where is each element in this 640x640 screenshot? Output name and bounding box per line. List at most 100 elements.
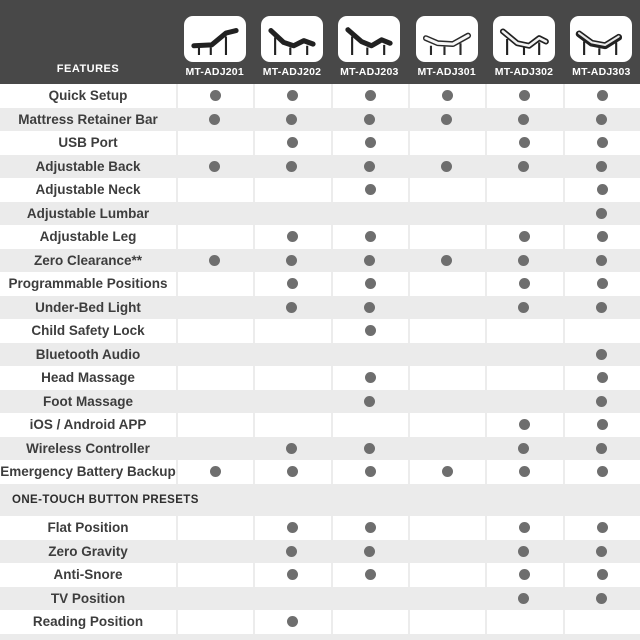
included-dot-icon — [596, 419, 608, 431]
included-dot-icon — [518, 254, 530, 266]
included-dot-icon — [209, 160, 221, 172]
included-dot-icon — [287, 466, 299, 478]
model-name: MT-ADJ203 — [340, 66, 399, 78]
table-row: Anti-Snore — [0, 563, 640, 587]
feature-included-cell — [253, 249, 330, 273]
feature-included-cell — [562, 563, 640, 587]
table-row: Under-Bed Light — [0, 295, 640, 320]
included-dot-icon — [286, 301, 298, 313]
feature-included-cell — [485, 108, 562, 132]
feature-empty-cell — [408, 516, 485, 540]
feature-included-cell — [331, 155, 408, 179]
feature-label: Emergency Battery Backup — [0, 464, 176, 480]
included-dot-icon — [286, 442, 298, 454]
included-dot-icon — [441, 160, 453, 172]
included-dot-icon — [363, 160, 375, 172]
feature-label: Bluetooth Audio — [35, 346, 141, 362]
included-dot-icon — [286, 545, 298, 557]
feature-empty-cell — [485, 178, 562, 202]
feature-empty-cell — [176, 390, 253, 414]
feature-empty-cell — [562, 610, 640, 634]
included-dot-icon — [596, 372, 608, 384]
feature-included-cell — [176, 460, 253, 484]
feature-empty-cell — [408, 587, 485, 611]
feature-included-cell — [330, 516, 408, 540]
feature-label: Reading Position — [32, 614, 144, 630]
feature-included-cell — [331, 390, 408, 414]
included-dot-icon — [596, 231, 608, 243]
feature-empty-cell — [408, 437, 485, 461]
feature-included-cell — [331, 108, 408, 132]
table-row: Child Safety Lock — [0, 319, 640, 343]
feature-included-cell — [563, 155, 640, 179]
feature-included-cell — [253, 540, 330, 564]
feature-empty-cell — [253, 587, 330, 611]
included-dot-icon — [595, 254, 607, 266]
model-column-header-mt-adj202: MT-ADJ202 — [253, 0, 330, 84]
included-dot-icon — [519, 522, 531, 534]
feature-empty-cell — [485, 343, 562, 367]
feature-included-cell — [485, 540, 562, 564]
feature-included-cell — [562, 131, 640, 155]
feature-empty-cell — [176, 319, 253, 343]
table-row: Zero Gravity — [0, 539, 640, 564]
included-dot-icon — [210, 466, 222, 478]
feature-empty-cell — [176, 587, 253, 611]
feature-included-cell — [563, 390, 640, 414]
feature-empty-cell — [331, 343, 408, 367]
feature-included-cell — [485, 155, 562, 179]
feature-included-cell — [253, 108, 330, 132]
included-dot-icon — [287, 522, 299, 534]
included-dot-icon — [364, 325, 376, 337]
model-column-header-mt-adj201: MT-ADJ201 — [176, 0, 253, 84]
feature-empty-cell — [176, 413, 253, 437]
included-dot-icon — [287, 231, 299, 243]
feature-empty-cell — [176, 366, 253, 390]
included-dot-icon — [441, 113, 453, 125]
feature-included-cell — [330, 84, 408, 108]
included-dot-icon — [363, 545, 375, 557]
included-dot-icon — [442, 466, 454, 478]
feature-included-cell — [408, 155, 485, 179]
feature-label: Flat Position — [47, 520, 129, 536]
feature-empty-cell — [176, 131, 253, 155]
section-title: ONE-TOUCH BUTTON PRESETS — [12, 493, 199, 506]
feature-empty-cell — [253, 178, 330, 202]
table-row: Adjustable Back — [0, 154, 640, 179]
included-dot-icon — [596, 137, 608, 149]
included-dot-icon — [286, 160, 298, 172]
model-column-header-mt-adj303: MT-ADJ303 — [563, 0, 640, 84]
feature-empty-cell — [331, 202, 408, 226]
feature-empty-cell — [176, 296, 253, 320]
section-header: ONE-TOUCH BUTTON PRESETS — [0, 483, 640, 516]
feature-included-cell — [563, 296, 640, 320]
feature-label: Child Safety Lock — [31, 323, 145, 339]
feature-included-cell — [485, 296, 562, 320]
feature-included-cell — [408, 84, 485, 108]
included-dot-icon — [287, 278, 299, 290]
feature-empty-cell — [408, 296, 485, 320]
feature-label: Adjustable Back — [35, 158, 141, 174]
model-name: MT-ADJ301 — [417, 66, 476, 78]
feature-label: Adjustable Neck — [35, 182, 141, 198]
feature-included-cell — [330, 272, 408, 296]
included-dot-icon — [596, 278, 608, 290]
included-dot-icon — [442, 90, 454, 102]
feature-label: Anti-Snore — [53, 567, 123, 583]
bed-dark-head-raised-icon — [191, 28, 239, 56]
feature-included-cell — [253, 460, 330, 484]
model-name: MT-ADJ202 — [262, 66, 322, 78]
bed-light-head-foot-raised-icon — [499, 28, 549, 56]
feature-empty-cell — [485, 202, 562, 226]
feature-label: TV Position — [50, 590, 126, 606]
feature-empty-cell — [408, 272, 485, 296]
feature-empty-cell — [176, 516, 253, 540]
included-dot-icon — [363, 395, 375, 407]
feature-empty-cell — [253, 319, 330, 343]
feature-empty-cell — [485, 319, 562, 343]
feature-empty-cell — [408, 413, 485, 437]
model-column-header-mt-adj301: MT-ADJ301 — [408, 0, 485, 84]
included-dot-icon — [364, 569, 376, 581]
included-dot-icon — [209, 254, 221, 266]
